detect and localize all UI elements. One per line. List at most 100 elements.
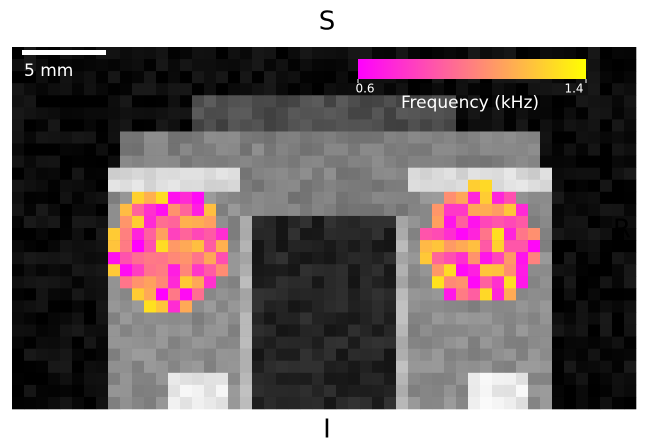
- image-pixel: [360, 349, 372, 361]
- image-pixel: [108, 180, 120, 192]
- image-pixel: [528, 397, 540, 409]
- image-pixel: [504, 397, 516, 409]
- image-pixel: [300, 204, 312, 216]
- image-pixel: [264, 385, 276, 397]
- image-pixel: [108, 325, 120, 337]
- image-pixel: [468, 228, 480, 240]
- image-pixel: [396, 337, 408, 349]
- image-pixel: [420, 373, 432, 385]
- image-pixel: [540, 288, 552, 300]
- image-pixel: [312, 397, 324, 409]
- image-pixel: [372, 119, 384, 131]
- image-pixel: [336, 204, 348, 216]
- image-pixel: [132, 144, 144, 156]
- image-pixel: [156, 337, 168, 349]
- image-pixel: [216, 397, 228, 409]
- image-pixel: [48, 240, 60, 252]
- image-pixel: [564, 216, 576, 228]
- image-pixel: [96, 228, 108, 240]
- image-pixel: [204, 349, 216, 361]
- image-pixel: [600, 144, 612, 156]
- image-pixel: [12, 168, 24, 180]
- image-pixel: [120, 180, 132, 192]
- image-pixel: [372, 300, 384, 312]
- image-pixel: [24, 180, 36, 192]
- image-pixel: [264, 325, 276, 337]
- image-pixel: [132, 264, 144, 276]
- image-pixel: [132, 361, 144, 373]
- image-pixel: [540, 240, 552, 252]
- scale-bar: [22, 50, 106, 55]
- image-pixel: [516, 300, 528, 312]
- image-pixel: [372, 228, 384, 240]
- image-pixel: [324, 95, 336, 107]
- image-pixel: [132, 59, 144, 71]
- image-pixel: [372, 325, 384, 337]
- image-pixel: [588, 337, 600, 349]
- image-pixel: [564, 276, 576, 288]
- image-pixel: [612, 156, 624, 168]
- image-pixel: [240, 385, 252, 397]
- image-pixel: [612, 300, 624, 312]
- image-pixel: [504, 337, 516, 349]
- image-pixel: [600, 228, 612, 240]
- image-pixel: [252, 240, 264, 252]
- image-pixel: [576, 107, 588, 119]
- image-pixel: [216, 156, 228, 168]
- image-pixel: [228, 240, 240, 252]
- image-pixel: [504, 180, 516, 192]
- image-pixel: [396, 349, 408, 361]
- image-pixel: [312, 264, 324, 276]
- image-pixel: [432, 168, 444, 180]
- image-pixel: [456, 325, 468, 337]
- image-pixel: [600, 47, 612, 59]
- image-pixel: [276, 349, 288, 361]
- image-pixel: [480, 192, 492, 204]
- image-pixel: [216, 312, 228, 324]
- image-pixel: [252, 385, 264, 397]
- image-pixel: [552, 252, 564, 264]
- image-pixel: [480, 361, 492, 373]
- image-pixel: [492, 168, 504, 180]
- image-pixel: [12, 95, 24, 107]
- image-pixel: [528, 252, 540, 264]
- image-pixel: [564, 397, 576, 409]
- image-pixel: [348, 264, 360, 276]
- image-pixel: [72, 59, 84, 71]
- image-pixel: [72, 385, 84, 397]
- image-pixel: [12, 337, 24, 349]
- image-pixel: [72, 180, 84, 192]
- image-pixel: [324, 373, 336, 385]
- image-pixel: [24, 300, 36, 312]
- image-pixel: [624, 107, 636, 119]
- image-pixel: [396, 192, 408, 204]
- image-pixel: [492, 228, 504, 240]
- image-pixel: [588, 59, 600, 71]
- image-pixel: [528, 337, 540, 349]
- image-pixel: [12, 397, 24, 409]
- image-pixel: [360, 228, 372, 240]
- image-pixel: [84, 276, 96, 288]
- image-pixel: [216, 47, 228, 59]
- image-pixel: [336, 325, 348, 337]
- image-pixel: [60, 228, 72, 240]
- image-pixel: [288, 180, 300, 192]
- image-pixel: [240, 204, 252, 216]
- image-pixel: [504, 240, 516, 252]
- image-pixel: [456, 119, 468, 131]
- image-pixel: [240, 288, 252, 300]
- image-pixel: [204, 156, 216, 168]
- image-pixel: [96, 337, 108, 349]
- image-pixel: [492, 349, 504, 361]
- image-pixel: [504, 192, 516, 204]
- image-pixel: [360, 168, 372, 180]
- image-pixel: [492, 156, 504, 168]
- image-pixel: [192, 168, 204, 180]
- image-pixel: [96, 71, 108, 83]
- image-pixel: [504, 131, 516, 143]
- image-pixel: [276, 325, 288, 337]
- image-pixel: [516, 325, 528, 337]
- image-pixel: [432, 276, 444, 288]
- image-pixel: [408, 180, 420, 192]
- image-pixel: [48, 95, 60, 107]
